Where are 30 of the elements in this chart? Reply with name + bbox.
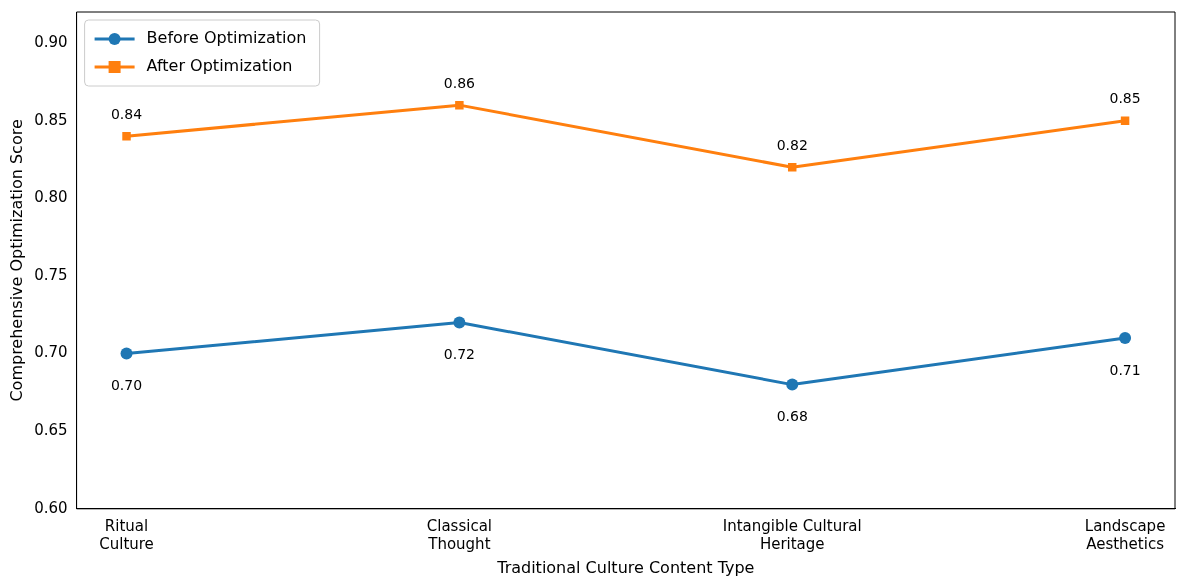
data-label: 0.85 [1109,90,1141,107]
y-tick-label: 0.65 [34,421,68,440]
x-axis-title: Traditional Culture Content Type [496,557,755,577]
point [122,131,131,141]
x-tick-label: Classical Thought [426,516,492,553]
y-tick-label: 0.80 [34,188,68,207]
point [1119,332,1132,345]
y-tick-label: 0.90 [34,32,68,51]
data-label: 0.72 [443,346,475,363]
data-label: 0.70 [110,377,143,394]
y-tick-label: 0.60 [34,498,68,517]
point [786,378,799,391]
y-tick-label: 0.85 [34,110,68,129]
data-label: 0.86 [443,74,476,91]
data-label: 0.82 [776,136,808,153]
data-label: 0.71 [1109,361,1141,378]
legend-label: Before Optimization [146,28,307,48]
y-axis-title: Comprehensive Optimization Score [6,119,26,402]
legend-label: After Optimization [146,56,293,76]
x-tick-label: Landscape Aesthetics [1084,516,1166,553]
data-label: 0.84 [110,105,143,122]
point [1120,116,1130,125]
point [120,347,133,360]
y-tick-label: 0.70 [34,343,68,362]
y-tick-label: 0.75 [34,265,68,284]
point [453,316,466,329]
point [455,100,464,110]
data-label: 0.68 [776,408,808,425]
x-tick-label: Ritual Culture [99,516,154,553]
x-tick-label: Intangible Cultural Heritage [722,516,862,553]
